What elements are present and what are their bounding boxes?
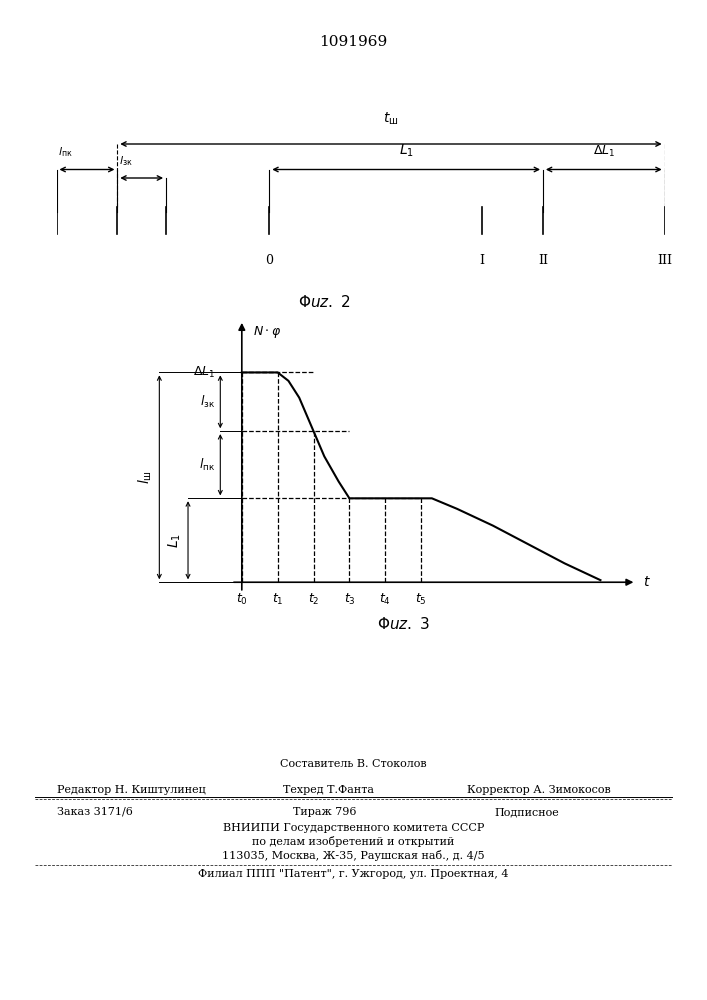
Text: ВНИИПИ Государственного комитета СССР: ВНИИПИ Государственного комитета СССР [223, 823, 484, 833]
Text: $l_{\rm пк}$: $l_{\rm пк}$ [58, 145, 73, 159]
Text: Редактор Н. Киштулинец: Редактор Н. Киштулинец [57, 785, 205, 795]
Text: $l_{\rm зк}$: $l_{\rm зк}$ [200, 394, 215, 410]
Text: $\Delta L_1$: $\Delta L_1$ [592, 144, 615, 159]
Text: $t_1$: $t_1$ [272, 592, 284, 607]
Text: 0: 0 [265, 254, 274, 267]
Text: $L_1$: $L_1$ [399, 143, 414, 159]
Text: I: I [479, 254, 485, 267]
Text: $t_2$: $t_2$ [308, 592, 320, 607]
Text: 113035, Москва, Ж-35, Раушская наб., д. 4/5: 113035, Москва, Ж-35, Раушская наб., д. … [222, 850, 485, 861]
Text: $\Phi u z.\ 3$: $\Phi u z.\ 3$ [377, 616, 430, 632]
Text: $\Delta L_1$: $\Delta L_1$ [193, 365, 215, 380]
Text: Техред Т.Фанта: Техред Т.Фанта [283, 785, 374, 795]
Text: $t_{\rm ш}$: $t_{\rm ш}$ [383, 111, 399, 127]
Text: II: II [538, 254, 548, 267]
Text: $L_1$: $L_1$ [166, 533, 182, 548]
Text: III: III [657, 254, 672, 267]
Text: $l_{\rm пк}$: $l_{\rm пк}$ [199, 457, 215, 473]
Text: $l_{\rm зк}$: $l_{\rm зк}$ [119, 154, 132, 168]
Text: $t_3$: $t_3$ [344, 592, 356, 607]
Text: Тираж 796: Тираж 796 [293, 807, 357, 817]
Text: $t_0$: $t_0$ [236, 592, 247, 607]
Text: Составитель В. Стоколов: Составитель В. Стоколов [280, 759, 427, 769]
Text: Филиал ППП "Патент", г. Ужгород, ул. Проектная, 4: Филиал ППП "Патент", г. Ужгород, ул. Про… [198, 869, 509, 879]
Text: 1091969: 1091969 [320, 35, 387, 49]
Text: $t_4$: $t_4$ [380, 592, 391, 607]
Text: Заказ 3171/6: Заказ 3171/6 [57, 807, 132, 817]
Text: Подписное: Подписное [495, 807, 560, 817]
Text: $l_{\rm ш}$: $l_{\rm ш}$ [136, 470, 154, 484]
Text: $N \cdot \varphi$: $N \cdot \varphi$ [252, 324, 281, 340]
Text: $\Phi u z.\ 2$: $\Phi u z.\ 2$ [298, 294, 351, 310]
Text: по делам изобретений и открытий: по делам изобретений и открытий [252, 836, 455, 847]
Text: $t$: $t$ [643, 575, 651, 589]
Text: $t_5$: $t_5$ [415, 592, 427, 607]
Text: Корректор А. Зимокосов: Корректор А. Зимокосов [467, 785, 610, 795]
